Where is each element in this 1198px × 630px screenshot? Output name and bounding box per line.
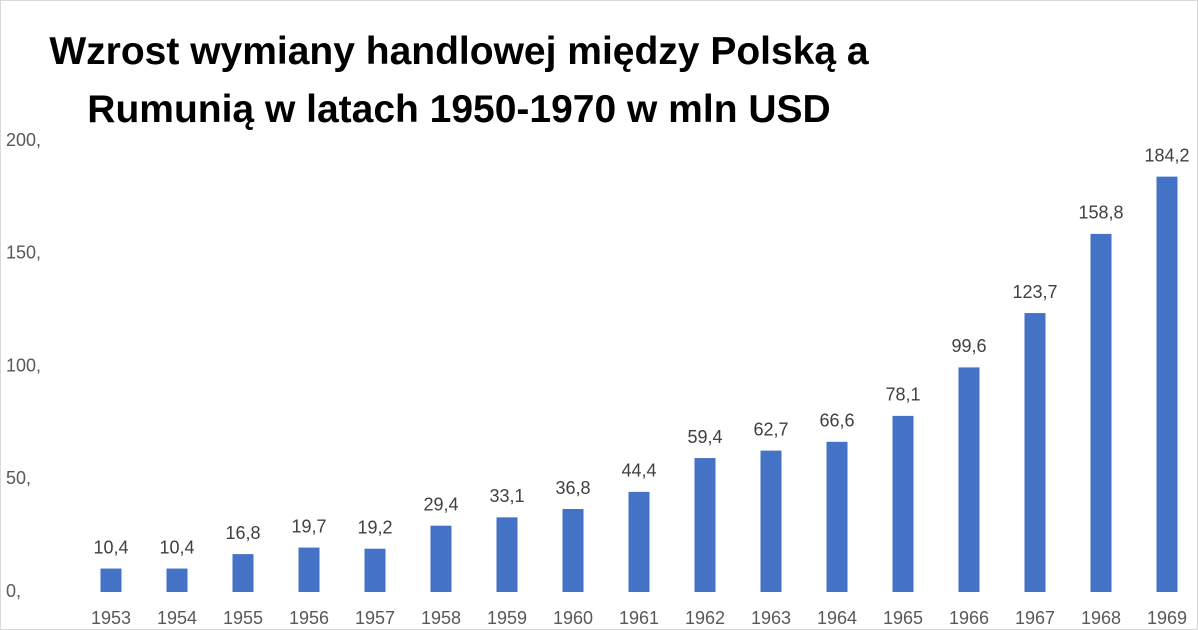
- x-tick-label: 1958: [421, 608, 461, 628]
- x-tick-label: 1962: [685, 608, 725, 628]
- data-label: 59,4: [687, 427, 722, 447]
- y-tick-label: 100,: [6, 355, 41, 375]
- bar: [232, 554, 254, 592]
- data-label: 66,6: [819, 411, 854, 431]
- x-tick-label: 1963: [751, 608, 791, 628]
- data-label: 123,7: [1012, 282, 1057, 302]
- bar: [892, 415, 914, 592]
- x-tick-label: 1956: [289, 608, 329, 628]
- bar: [430, 525, 452, 592]
- data-label: 19,2: [357, 517, 392, 537]
- bar: [628, 491, 650, 592]
- y-tick-label: 0,: [6, 581, 21, 601]
- data-label: 19,7: [291, 516, 326, 536]
- x-tick-label: 1960: [553, 608, 593, 628]
- bar: [1090, 233, 1112, 592]
- y-tick-label: 150,: [6, 243, 41, 263]
- data-label: 10,4: [93, 537, 128, 557]
- x-tick-label: 1969: [1147, 608, 1187, 628]
- data-label: 10,4: [159, 537, 194, 557]
- bar: [694, 458, 716, 592]
- x-tick-label: 1961: [619, 608, 659, 628]
- x-tick-label: 1965: [883, 608, 923, 628]
- chart-title: Wzrost wymiany handlowej między Polską a…: [49, 30, 869, 131]
- bar: [1156, 176, 1178, 592]
- data-label: 62,7: [753, 419, 788, 439]
- y-tick-label: 200,: [6, 130, 41, 150]
- bar: [100, 568, 122, 592]
- bar: [958, 367, 980, 592]
- data-label: 78,1: [885, 385, 920, 405]
- data-label: 99,6: [951, 336, 986, 356]
- x-tick-label: 1957: [355, 608, 395, 628]
- data-label: 16,8: [225, 523, 260, 543]
- x-tick-label: 1959: [487, 608, 527, 628]
- bar: [364, 548, 386, 592]
- data-label: 184,2: [1144, 145, 1189, 165]
- x-tick-label: 1955: [223, 608, 263, 628]
- bar: [826, 441, 848, 592]
- bar: [298, 547, 320, 592]
- data-label: 29,4: [423, 494, 458, 514]
- bar: [760, 450, 782, 592]
- data-label: 44,4: [621, 461, 656, 481]
- x-tick-label: 1967: [1015, 608, 1055, 628]
- data-label: 33,1: [489, 486, 524, 506]
- x-tick-label: 1966: [949, 608, 989, 628]
- x-tick-label: 1954: [157, 608, 197, 628]
- y-tick-label: 50,: [6, 468, 31, 488]
- bar: [496, 517, 518, 592]
- x-tick-label: 1953: [91, 608, 131, 628]
- data-label: 36,8: [555, 478, 590, 498]
- x-tick-label: 1964: [817, 608, 857, 628]
- data-label: 158,8: [1078, 203, 1123, 223]
- bar: [1024, 313, 1046, 592]
- bar: [562, 509, 584, 592]
- bar: [166, 568, 188, 592]
- x-tick-label: 1968: [1081, 608, 1121, 628]
